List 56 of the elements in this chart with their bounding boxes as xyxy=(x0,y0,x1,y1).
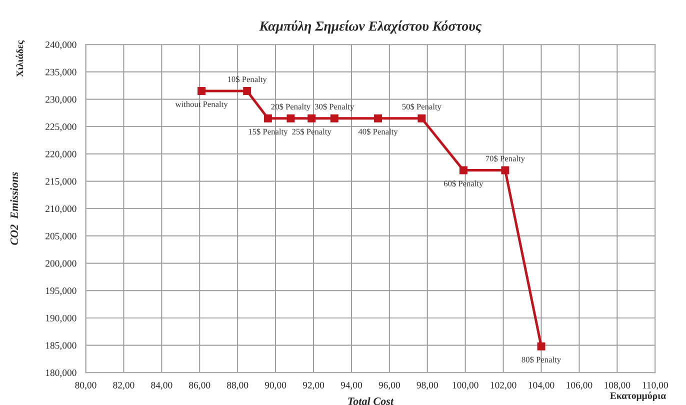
x-tick-label: 110,00 xyxy=(642,382,668,390)
annotation: without Penalty xyxy=(175,101,228,109)
annotation: 30$ Penalty xyxy=(314,103,354,112)
chart-title: Καμπύλη Σημείων Ελαχίστου Κόστους xyxy=(259,20,482,34)
x-tick-label: 98,00 xyxy=(416,382,438,390)
x-tick-label: 94,00 xyxy=(340,382,362,390)
point xyxy=(330,114,338,122)
annotation: 15$ Penalty xyxy=(248,128,288,136)
y-tick-label: 195,000 xyxy=(46,287,76,296)
point xyxy=(286,114,295,122)
annotation: 20$ Penalty xyxy=(271,103,310,112)
annotation: 60$ Penalty xyxy=(444,180,484,188)
annotation: 10$ Penalty xyxy=(228,76,267,84)
text: Χιλιάδες xyxy=(16,40,25,77)
x-tick-label: 80,00 xyxy=(75,382,96,390)
point xyxy=(418,114,426,122)
y-tick-label: 215,000 xyxy=(46,178,76,186)
point xyxy=(537,342,546,350)
x-tick-label: 92,00 xyxy=(302,382,324,390)
y-tick-label: 180,000 xyxy=(46,370,76,378)
annotation: 80$ Penalty xyxy=(522,356,562,364)
annotation: 40$ Penalty xyxy=(358,128,398,136)
y-tick-label: 185,000 xyxy=(46,342,76,350)
y-tick-label: 190,000 xyxy=(46,314,76,323)
y-tick-label: 225,000 xyxy=(46,123,76,132)
y-axis-title: CO2 Emissions xyxy=(10,172,18,245)
x-tick-label: 104,00 xyxy=(528,382,554,390)
x-tick-label: 100,00 xyxy=(452,382,478,390)
y-tick-label: 230,000 xyxy=(46,96,76,104)
point xyxy=(264,114,272,122)
point xyxy=(374,114,382,122)
x-tick-label: 88,00 xyxy=(227,382,248,390)
point xyxy=(459,166,468,174)
y-tick-label: 210,000 xyxy=(46,205,76,214)
y-tick-label: 220,000 xyxy=(46,150,76,159)
y-tick-label: 240,000 xyxy=(46,41,76,50)
point xyxy=(198,87,206,96)
x-tick-label: 82,00 xyxy=(113,382,134,390)
x-tick-label: 106,00 xyxy=(566,382,592,390)
x-tick-label: 84,00 xyxy=(151,382,172,390)
point xyxy=(501,166,510,174)
x-tick-label: 90,00 xyxy=(264,382,286,390)
annotation: 50$ Penalty xyxy=(402,103,442,112)
x-tick-label: 102,00 xyxy=(490,382,516,390)
x-tick-label: 96,00 xyxy=(378,382,400,390)
x-tick-label: 86,00 xyxy=(189,382,210,390)
annotation: 25$ Penalty xyxy=(292,128,332,136)
point xyxy=(243,87,252,96)
point xyxy=(308,114,316,122)
y-tick-label: 205,000 xyxy=(46,232,76,241)
annotation: 70$ Penalty xyxy=(486,155,525,164)
x-axis-title: Total Cost xyxy=(348,397,394,405)
x-tick-label: 108,00 xyxy=(604,382,630,390)
y-tick-label: 235,000 xyxy=(46,68,76,77)
text: Εκατομμύρια xyxy=(610,392,666,401)
y-tick-label: 200,000 xyxy=(46,260,76,268)
